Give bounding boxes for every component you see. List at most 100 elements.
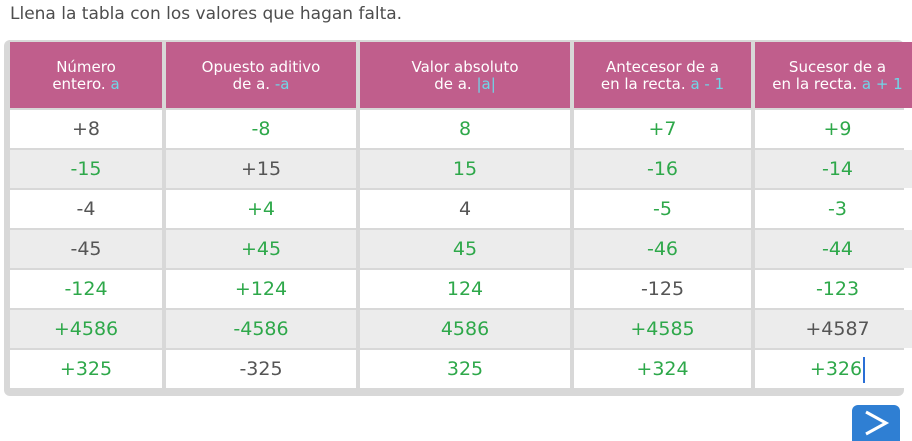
cell-value: +325 [59, 358, 113, 380]
cell-value: +8 [71, 118, 100, 140]
cell-value: -4586 [233, 318, 289, 340]
header-antecesor: Antecesor de a en la recta. a - 1 [574, 42, 751, 108]
answer-input-cell[interactable]: -14 [755, 150, 912, 188]
header-line1: Valor absoluto [411, 58, 519, 76]
cell-value: -124 [64, 278, 108, 300]
cell-value: -15 [70, 158, 102, 180]
answer-input-cell[interactable]: -124 [10, 270, 162, 308]
header-opuesto-aditivo: Opuesto aditivo de a. -a [166, 42, 356, 108]
cell-value: 8 [458, 118, 472, 140]
answer-input-cell[interactable]: 45 [360, 230, 570, 268]
cell-value: -3 [828, 198, 847, 220]
given-value-cell: -4 [10, 190, 162, 228]
header-line1: Opuesto aditivo [201, 58, 321, 76]
header-line2-text: entero. [52, 75, 106, 93]
answer-input-cell[interactable]: 15 [360, 150, 570, 188]
answer-input-cell[interactable]: +124 [166, 270, 356, 308]
given-value-cell: +4587 [755, 310, 912, 348]
answer-input-cell[interactable]: +9 [755, 110, 912, 148]
header-variable: -a [274, 75, 290, 93]
cell-value: -14 [821, 158, 854, 180]
cell-value: +4 [246, 198, 275, 220]
answer-input-cell[interactable]: 8 [360, 110, 570, 148]
answer-input-cell[interactable]: -16 [574, 150, 751, 188]
answer-table: Número entero. a Opuesto aditivo de a. -a Va… [10, 42, 912, 388]
cell-value: +4585 [630, 318, 695, 340]
cell-value: +45 [240, 238, 282, 260]
cell-value: 325 [446, 358, 484, 380]
cell-value: 15 [452, 158, 478, 180]
header-line2: entero. a [52, 76, 119, 93]
answer-input-cell[interactable]: +4585 [574, 310, 751, 348]
cell-value: 124 [446, 278, 484, 300]
cell-value: +4587 [805, 318, 870, 340]
cell-value: 4 [458, 198, 472, 220]
given-value-cell: -325 [166, 350, 356, 388]
header-line2: de a. -a [233, 76, 290, 93]
header-valor-absoluto: Valor absoluto de a. |a| [360, 42, 570, 108]
cell-value: +7 [648, 118, 677, 140]
cell-value: -8 [251, 118, 271, 140]
answer-table-panel: Número entero. a Opuesto aditivo de a. -a Va… [4, 40, 912, 396]
header-variable: |a| [476, 75, 496, 93]
header-line2-text: de a. [232, 75, 271, 93]
answer-input-cell[interactable]: -4586 [166, 310, 356, 348]
header-numero-entero: Número entero. a [10, 42, 162, 108]
header-variable: a - 1 [690, 75, 725, 93]
cell-value: -325 [239, 358, 283, 380]
answer-input-cell[interactable]: -15 [10, 150, 162, 188]
answer-input-cell[interactable]: +7 [574, 110, 751, 148]
cell-value: +124 [234, 278, 288, 300]
header-line2: de a. |a| [434, 76, 496, 93]
instruction-text: Llena la tabla con los valores que hagan… [10, 4, 403, 24]
answer-input-cell[interactable]: +45 [166, 230, 356, 268]
cell-value: 45 [452, 238, 478, 260]
cell-value: +9 [823, 118, 852, 140]
answer-input-cell[interactable]: +325 [10, 350, 162, 388]
header-line1: Número [56, 58, 116, 76]
answer-input-cell[interactable]: -44 [755, 230, 912, 268]
answer-input-cell[interactable]: -46 [574, 230, 751, 268]
answer-input-cell[interactable]: 4586 [360, 310, 570, 348]
header-line2: en la recta. a - 1 [601, 76, 724, 93]
cell-value: -5 [653, 198, 672, 220]
header-line1: Sucesor de a [788, 58, 887, 76]
answer-input-cell[interactable]: -123 [755, 270, 912, 308]
cell-value: -4 [76, 198, 96, 220]
header-line2-text: en la recta. [772, 75, 858, 93]
header-line1: Antecesor de a [606, 58, 719, 76]
cell-value: +326 [809, 358, 863, 380]
cell-value: -125 [640, 278, 685, 300]
cell-value: -46 [646, 238, 679, 260]
text-cursor [863, 356, 866, 383]
answer-input-cell[interactable]: 325 [360, 350, 570, 388]
cell-value: +15 [240, 158, 282, 180]
cell-value: -16 [646, 158, 679, 180]
given-value-cell: -45 [10, 230, 162, 268]
header-variable: a + 1 [861, 75, 903, 93]
header-line2-text: en la recta. [600, 75, 686, 93]
answer-input-cell[interactable]: 124 [360, 270, 570, 308]
answer-input-cell[interactable]: +4 [166, 190, 356, 228]
given-value-cell: +15 [166, 150, 356, 188]
header-variable: a [110, 75, 120, 93]
next-button[interactable] [852, 405, 900, 441]
cell-value: +4586 [53, 318, 119, 340]
answer-input-cell[interactable]: +324 [574, 350, 751, 388]
cell-value: +324 [636, 358, 689, 380]
header-sucesor: Sucesor de a en la recta. a + 1 [755, 42, 912, 108]
chevron-right-icon [865, 410, 890, 436]
cell-value: -44 [821, 238, 854, 260]
header-line2: en la recta. a + 1 [772, 76, 902, 93]
answer-input-cell[interactable]: -3 [755, 190, 912, 228]
given-value-cell: -125 [574, 270, 751, 308]
header-line2-text: de a. [434, 75, 472, 93]
answer-input-cell[interactable]: -5 [574, 190, 751, 228]
cell-value: -45 [70, 238, 102, 260]
given-value-cell: 4 [360, 190, 570, 228]
answer-input-cell[interactable]: -8 [166, 110, 356, 148]
answer-input-cell[interactable]: +326 [755, 350, 912, 388]
answer-input-cell[interactable]: +4586 [10, 310, 162, 348]
cell-value: -123 [815, 278, 860, 300]
cell-value: 4586 [440, 318, 490, 340]
